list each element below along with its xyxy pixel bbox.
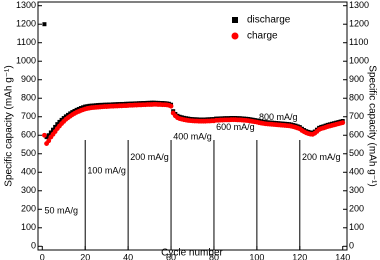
y-tick-label: 1200 — [16, 19, 36, 29]
y-tick-label: 700 — [21, 111, 36, 121]
annotation: 800 mA/g — [259, 112, 298, 122]
x-tick-label: 80 — [209, 252, 219, 260]
y-tick-label: 0 — [31, 241, 36, 251]
y2-tick-label: 400 — [349, 167, 364, 177]
point — [61, 116, 66, 121]
point — [53, 124, 58, 129]
y-tick-label: 600 — [21, 130, 36, 140]
point — [55, 122, 60, 127]
x-tick-label: 120 — [292, 252, 307, 260]
y2-tick-label: 0 — [349, 241, 354, 251]
point — [46, 138, 52, 144]
y-tick-label: 100 — [21, 222, 36, 232]
point — [74, 107, 79, 112]
point — [76, 106, 81, 111]
legend-marker — [232, 17, 238, 23]
point — [70, 110, 75, 115]
y-tick-label: 1300 — [16, 0, 36, 10]
plot-frame — [37, 1, 348, 251]
x-tick-label: 60 — [166, 252, 176, 260]
x-tick-label: 40 — [123, 252, 133, 260]
point — [68, 111, 73, 116]
y-tick-label: 500 — [21, 148, 36, 158]
point — [340, 120, 346, 126]
y-tick-label: 900 — [21, 74, 36, 84]
point — [44, 135, 49, 140]
legend-marker — [231, 32, 239, 40]
annotation: 600 mA/g — [216, 122, 255, 132]
annotation: 200 mA/g — [130, 152, 169, 162]
point — [46, 133, 51, 138]
y-tick-label: 400 — [21, 167, 36, 177]
point — [78, 106, 83, 111]
y2-tick-label: 900 — [349, 74, 364, 84]
y2-tick-label: 200 — [349, 204, 364, 214]
legend-label: charge — [247, 31, 278, 42]
y-tick-label: 300 — [21, 185, 36, 195]
legend-label: discharge — [247, 15, 291, 26]
point — [42, 22, 47, 27]
y2-tick-label: 700 — [349, 111, 364, 121]
point — [168, 103, 174, 109]
y2-tick-label: 1000 — [349, 56, 369, 66]
y2-tick-label: 600 — [349, 130, 364, 140]
point — [48, 130, 53, 135]
y2-tick-label: 300 — [349, 185, 364, 195]
x-tick-label: 100 — [249, 252, 264, 260]
x-tick-label: 140 — [335, 252, 350, 260]
annotation: 200 mA/g — [302, 152, 341, 162]
point — [51, 127, 56, 132]
annotation: 400 mA/g — [173, 131, 212, 141]
x-axis-label: Cycle number — [161, 248, 223, 259]
annotation: 50 mA/g — [44, 206, 78, 216]
y2-tick-label: 800 — [349, 93, 364, 103]
y-tick-label: 1100 — [17, 37, 36, 47]
y2-axis-label: Specific capacity (mAh g⁻¹) — [366, 65, 377, 186]
point — [81, 105, 86, 110]
x-tick-label: 20 — [80, 252, 90, 260]
y-tick-label: 1000 — [16, 56, 36, 66]
x-tick-label: 0 — [40, 252, 45, 260]
point — [59, 117, 64, 122]
y2-tick-label: 1200 — [349, 19, 369, 29]
point — [42, 132, 47, 138]
annotation: 100 mA/g — [87, 166, 126, 176]
y2-tick-label: 500 — [349, 148, 364, 158]
point — [57, 119, 62, 124]
point — [63, 114, 68, 119]
y2-tick-label: 1300 — [349, 0, 369, 10]
y2-tick-label: 100 — [349, 222, 364, 232]
y-tick-label: 800 — [21, 93, 36, 103]
point — [66, 112, 71, 117]
point — [83, 104, 88, 109]
point — [72, 109, 77, 114]
y2-tick-label: 1100 — [349, 37, 368, 47]
y-tick-label: 200 — [21, 204, 36, 214]
y-axis-label: Specific capacity (mAh g⁻¹) — [4, 65, 15, 186]
